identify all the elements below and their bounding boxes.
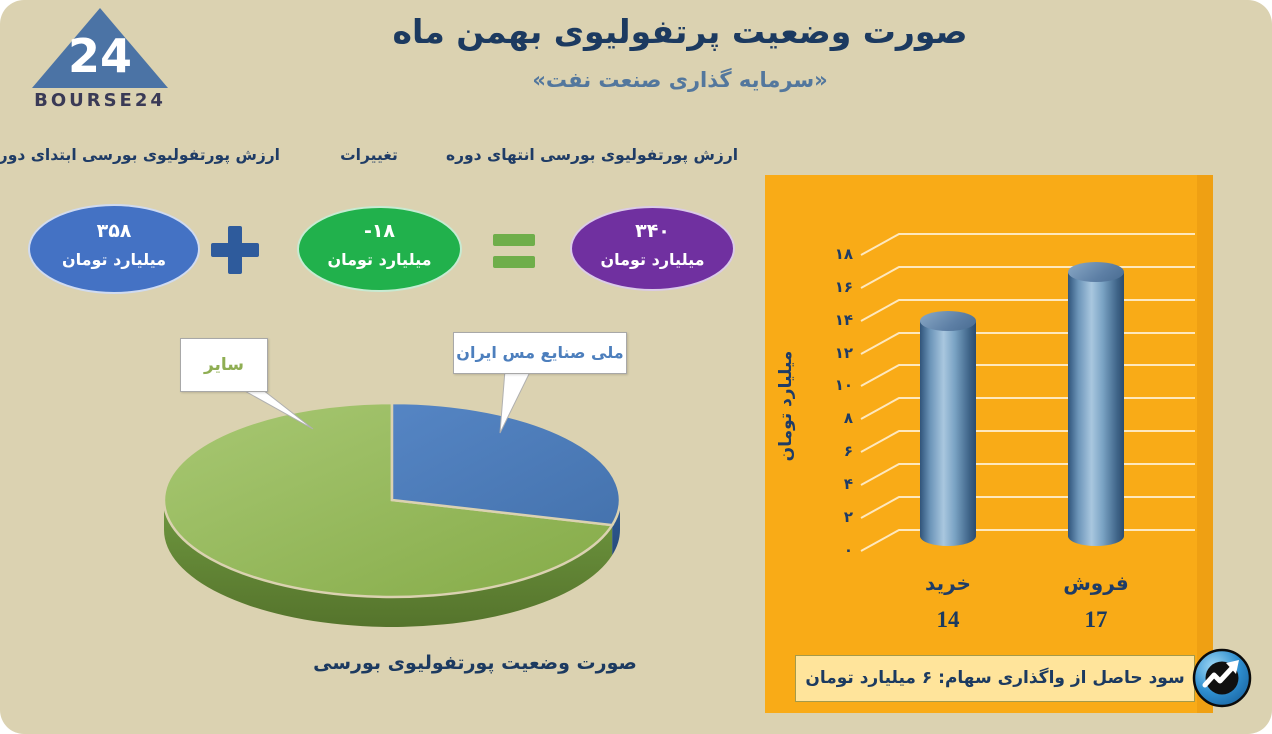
change-value: -۱۸ [363, 220, 396, 242]
ytick-0: ۰ [843, 541, 853, 559]
bar-sell-label: فروش [1063, 571, 1129, 595]
end-value: ۳۴۰ [635, 220, 670, 242]
bar-chart-panel: ۰ ۲ ۴ ۶ ۸ ۱۰ ۱۲ ۱۴ ۱۶ ۱۸ میلیارد تومان خ… [765, 175, 1213, 713]
logo-triangle [32, 8, 168, 88]
bar-sell-cylinder [1068, 272, 1124, 546]
plus-icon [211, 226, 259, 274]
end-unit: میلیارد تومان [600, 250, 705, 269]
start-unit: میلیارد تومان [61, 250, 167, 269]
profit-note: سود حاصل از واگذاری سهام: ۶ میلیارد توما… [795, 655, 1195, 702]
y-axis-title: میلیارد تومان [776, 350, 796, 462]
bar-buy-cylinder [920, 321, 976, 546]
pie-chart: سایر ملی صنایع مس ایران [150, 330, 650, 650]
ytick-12: ۱۲ [834, 344, 853, 362]
trend-arrow-head [1226, 660, 1239, 674]
panel-edge-shadow [1197, 175, 1213, 713]
ytick-16: ۱۶ [834, 278, 853, 296]
pie-slice-other-rim [164, 500, 613, 627]
bar-buy-value: 14 [936, 607, 960, 632]
page-title: صورت وضعیت پرتفولیوی بهمن ماه [392, 12, 968, 51]
start-value-ellipse: ۳۵۸ میلیارد تومان [28, 204, 200, 294]
logo-number: 24 [68, 29, 132, 83]
callout-copper: ملی صنایع مس ایران [453, 332, 627, 374]
end-value-label: ارزش پورتفولیوی بورسی انتهای دوره [445, 146, 739, 164]
ytick-8: ۸ [843, 409, 853, 427]
equals-icon [493, 234, 535, 268]
logo-wordmark: BOURSE24 [34, 90, 166, 111]
trend-arrow-icon [1202, 665, 1235, 688]
pie-slice-other [162, 401, 615, 599]
start-value-label: ارزش پورتفولیوی بورسی ابتدای دوره [0, 146, 280, 164]
bourse24-logo-icon: 24 [32, 8, 168, 88]
bar-sell-cylinder-top [1068, 262, 1124, 282]
callout-other: سایر [180, 338, 268, 392]
ytick-14: ۱۴ [834, 311, 853, 329]
ytick-4: ۴ [843, 475, 853, 493]
bar-sell-value: 17 [1084, 607, 1108, 632]
ytick-6: ۶ [843, 442, 853, 460]
ytick-2: ۲ [843, 508, 853, 526]
ytick-18: ۱۸ [834, 245, 853, 263]
ytick-10: ۱۰ [834, 376, 853, 394]
pie-chart-canvas [162, 369, 622, 627]
start-value: ۳۵۸ [96, 220, 132, 242]
pie-caption: صورت وضعیت پورتفولیوی بورسی [313, 652, 637, 674]
bar-buy-label: خرید [925, 571, 971, 595]
bourse24-round-icon [1192, 648, 1252, 708]
change-label: تغییرات [340, 146, 398, 164]
end-value-ellipse: ۳۴۰ میلیارد تومان [570, 206, 735, 291]
page-subtitle: «سرمایه گذاری صنعت نفت» [532, 68, 828, 92]
pie-slice-copper [390, 401, 622, 527]
bar-buy-cylinder-top [920, 311, 976, 331]
change-value-ellipse: -۱۸ میلیارد تومان [297, 206, 462, 292]
change-unit: میلیارد تومان [327, 250, 432, 269]
